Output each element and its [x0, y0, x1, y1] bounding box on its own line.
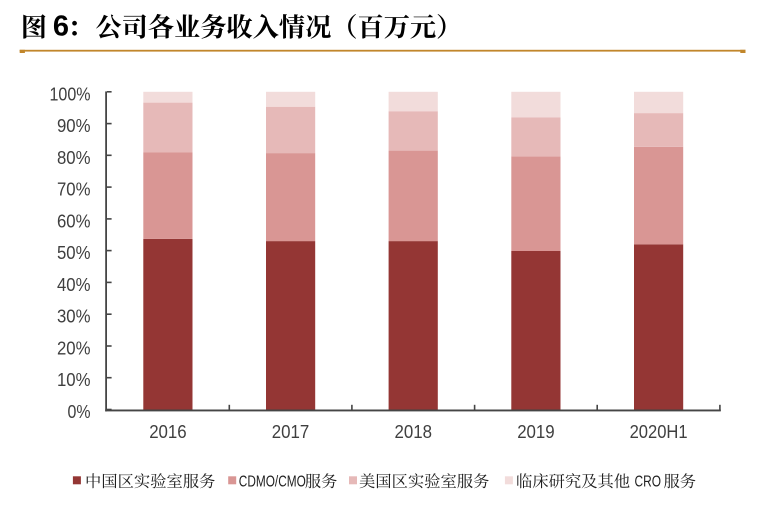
svg-text:30%: 30% [57, 307, 91, 327]
svg-text:80%: 80% [57, 148, 91, 168]
svg-text:0%: 0% [68, 402, 91, 422]
svg-text:90%: 90% [57, 116, 91, 136]
svg-text:2017: 2017 [272, 422, 310, 442]
svg-text:20%: 20% [57, 339, 91, 359]
svg-text:6: 6 [53, 10, 69, 42]
svg-text:70%: 70% [57, 180, 91, 200]
svg-text:40%: 40% [57, 275, 91, 295]
svg-text:CRO: CRO [635, 474, 662, 491]
svg-text:2018: 2018 [395, 422, 433, 442]
svg-text:2020H1: 2020H1 [630, 422, 688, 442]
svg-text:CDMO/CMO: CDMO/CMO [239, 474, 306, 491]
svg-text:100%: 100% [50, 84, 91, 104]
svg-text:50%: 50% [57, 243, 91, 263]
svg-text:2019: 2019 [517, 422, 555, 442]
svg-text:60%: 60% [57, 211, 91, 231]
svg-text:10%: 10% [57, 370, 91, 390]
svg-text:2016: 2016 [149, 422, 187, 442]
